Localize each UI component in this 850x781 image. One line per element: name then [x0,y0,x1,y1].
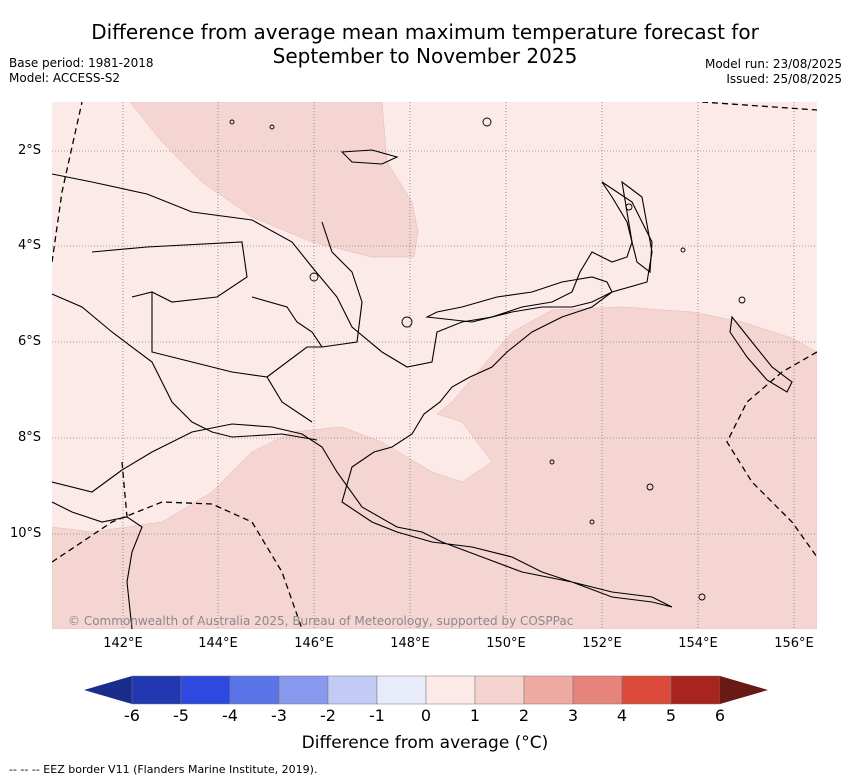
new-britain-coast [425,276,613,323]
base-period: Base period: 1981-2018 [9,56,154,70]
eez-border [52,102,817,629]
manus-island [340,149,399,165]
lat-label-8s: 8°S [18,430,42,445]
colorbar-cell [670,675,721,705]
lon-label-154e: 154°E [678,636,718,651]
colorbar-tick: 5 [665,706,677,725]
lon-label-142e: 142°E [103,636,143,651]
colorbar-cell [621,675,672,705]
anomaly-region-southeast [52,306,817,629]
lat-label-10s: 10°S [10,526,42,541]
colorbar-max-arrow [720,676,768,704]
colorbar-tick: -3 [271,706,287,725]
title-line-2: September to November 2025 [272,44,578,68]
australia-coast [52,501,143,629]
colorbar-tick: 2 [518,706,530,725]
forecast-map [52,102,817,629]
lon-label-146e: 146°E [294,636,334,651]
lon-label-148e: 148°E [390,636,430,651]
colorbar-tick: 6 [714,706,726,725]
graticule [52,102,817,629]
coastlines [52,149,793,629]
png-border [52,293,318,441]
colorbar-min-arrow [84,676,132,704]
colorbar-tick: 0 [420,706,432,725]
colorbar-tick: -2 [320,706,336,725]
meta-right: Model run: 23/08/2025 Issued: 25/08/2025 [705,57,842,87]
bougainville-coast [729,315,793,393]
colorbar-tick: 1 [469,706,481,725]
lon-label-152e: 152°E [582,636,622,651]
lat-label-6s: 6°S [18,334,42,349]
anomaly-region-north [129,102,419,258]
colorbar-tick: -4 [222,706,238,725]
colorbar-cell [425,675,476,705]
colorbar-label: Difference from average (°C) [301,733,549,753]
colorbar-cell [278,675,329,705]
lat-label-4s: 4°S [18,238,42,253]
small-islands [229,117,746,601]
province-lines [91,221,363,423]
new-ireland-coast [601,181,653,274]
lat-label-2s: 2°S [18,143,42,158]
colorbar-tick: 4 [616,706,628,725]
lon-label-150e: 150°E [486,636,526,651]
colorbar-tick: -5 [173,706,189,725]
colorbar [84,675,768,705]
issued-date: Issued: 25/08/2025 [726,72,842,86]
model-name: Model: ACCESS-S2 [9,71,121,85]
new-guinea-coast [52,173,673,608]
colorbar-cell [131,675,182,705]
colorbar-cell [572,675,623,705]
colorbar-cell [180,675,231,705]
eez-footnote: -- -- -- EEZ border V11 (Flanders Marine… [9,763,318,776]
colorbar-tick: -1 [369,706,385,725]
lon-label-144e: 144°E [198,636,238,651]
title-line-1: Difference from average mean maximum tem… [91,20,759,44]
meta-left: Base period: 1981-2018 Model: ACCESS-S2 [9,56,154,86]
colorbar-tick: 3 [567,706,579,725]
lon-label-156e: 156°E [774,636,814,651]
colorbar-cell [523,675,574,705]
model-run: Model run: 23/08/2025 [704,57,842,71]
colorbar-cell [229,675,280,705]
map-title: Difference from average mean maximum tem… [0,20,850,68]
colorbar-cell [376,675,427,705]
colorbar-cell [327,675,378,705]
colorbar-cell [474,675,525,705]
colorbar-tick: -6 [124,706,140,725]
copyright-notice: © Commonwealth of Australia 2025, Bureau… [68,614,574,628]
